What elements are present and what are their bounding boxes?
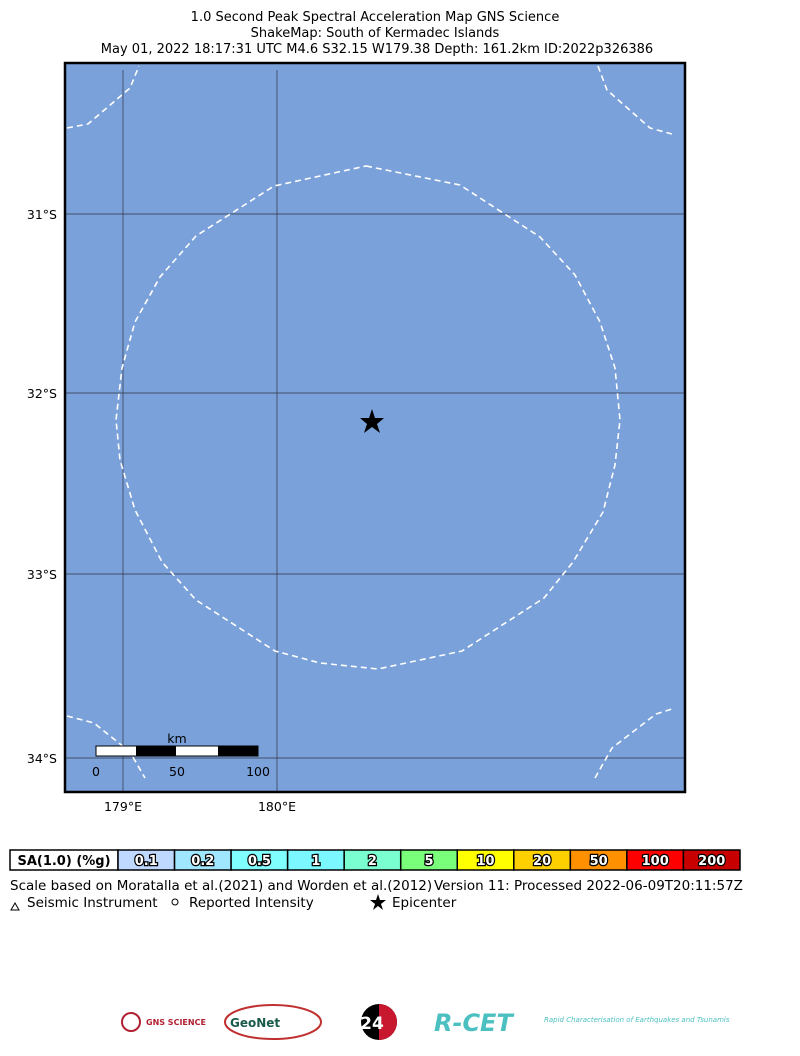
logos: GNS SCIENCE GeoNet 24 R-CET Rapid Charac… [121, 1004, 730, 1040]
lon-label: 180°E [258, 799, 296, 814]
graticule [65, 70, 685, 792]
legend-bin-label: 5 [424, 854, 433, 869]
legend-bin-label: 10 [476, 854, 494, 869]
legend: SA(1.0) (%g) 0.1 0.2 0.5 1 2 5 10 20 50 100 200 [9, 849, 741, 871]
intensity-icon [171, 898, 179, 906]
legend-bin-label: 0.5 [248, 854, 271, 869]
legend-title: SA(1.0) (%g) [17, 854, 110, 869]
lat-label: 31°S [27, 207, 57, 222]
contour [597, 65, 673, 135]
legend-symbol: Seismic Instrument [27, 895, 158, 911]
legend-bin-label: 20 [533, 854, 551, 869]
epicenter-star [360, 409, 384, 433]
epicenter-icon [370, 894, 386, 910]
legend-bin-label: 50 [590, 854, 608, 869]
geonet-logo: GeoNet [230, 1016, 280, 1030]
legend-bin-label: 2 [368, 854, 377, 869]
map-frame [63, 61, 687, 794]
rcet-subtitle: Rapid Characterisation of Earthquakes an… [544, 1016, 730, 1024]
scale-bar: km 0 50 100 [92, 731, 270, 779]
geonet-ring [224, 1004, 322, 1040]
gns-icon [121, 1012, 141, 1032]
gns-logo: GNS SCIENCE [146, 1018, 206, 1027]
contour [594, 708, 673, 779]
legend-bin-label: 0.1 [135, 854, 158, 869]
scale-bar-segment [136, 746, 176, 756]
lat-label: 34°S [27, 751, 57, 766]
scale-label: 50 [169, 764, 185, 779]
scale-bar-segment [218, 746, 258, 756]
lat-label: 33°S [27, 567, 57, 582]
legend-symbol: Epicenter [392, 895, 457, 911]
scale-label: 0 [92, 764, 100, 779]
247-half [379, 1004, 397, 1040]
subtitle: ShakeMap: South of Kermadec Islands [251, 26, 500, 41]
rcet-logo: R-CET [434, 1009, 514, 1037]
event-info: May 01, 2022 18:17:31 UTC M4.6 S32.15 W1… [101, 42, 653, 57]
scale-unit: km [167, 731, 186, 746]
legend-bin-label: 100 [642, 854, 669, 869]
instrument-icon [10, 901, 20, 911]
contour [66, 65, 140, 129]
legend-bin [682, 849, 741, 871]
references: Scale based on Moratalla et al.(2021) an… [10, 878, 432, 894]
scale-label: 100 [246, 764, 270, 779]
contours [66, 65, 673, 779]
contour [115, 165, 621, 670]
legend-bin-label: 1 [311, 854, 320, 869]
version: Version 11: Processed 2022-06-09T20:11:5… [434, 878, 743, 894]
lat-label: 32°S [27, 386, 57, 401]
legend-symbol: Reported Intensity [189, 895, 314, 911]
lon-label: 179°E [104, 799, 142, 814]
contour [66, 715, 146, 779]
legend-bin-label: 0.2 [191, 854, 214, 869]
247-logo: 24 [360, 1014, 384, 1034]
legend-bin-label: 200 [698, 854, 725, 869]
title: 1.0 Second Peak Spectral Acceleration Ma… [191, 10, 560, 25]
